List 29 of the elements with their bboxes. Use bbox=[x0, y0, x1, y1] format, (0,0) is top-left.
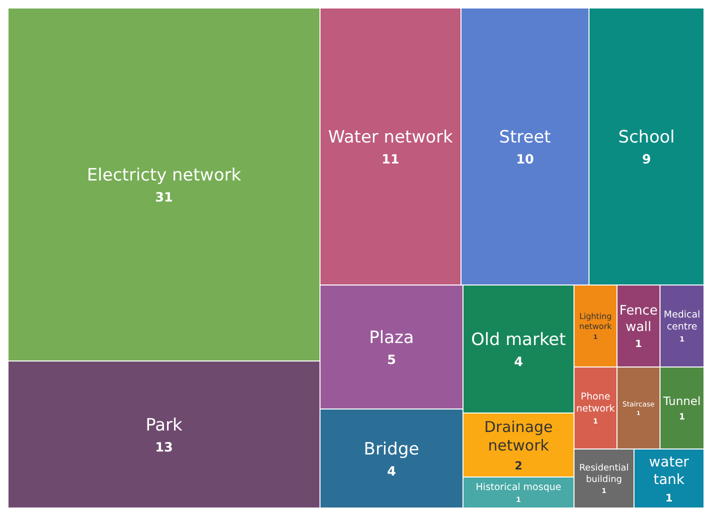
data-label: 2 bbox=[514, 459, 522, 472]
data-label: 1 bbox=[635, 339, 642, 350]
data-label: 10 bbox=[516, 152, 534, 168]
category-label: Water network bbox=[328, 127, 453, 148]
category-label: Park bbox=[146, 415, 183, 436]
category-label: Fence wall bbox=[619, 304, 658, 335]
category-label: Medical centre bbox=[664, 310, 700, 333]
data-label: 11 bbox=[382, 152, 400, 168]
category-label: Electricty network bbox=[86, 165, 242, 186]
category-label: Plaza bbox=[369, 328, 414, 348]
data-label: 9 bbox=[642, 152, 652, 168]
category-label: Drainage network bbox=[484, 418, 553, 455]
category-label: Historical mosque bbox=[476, 482, 562, 494]
data-label: 13 bbox=[155, 440, 173, 456]
category-label: Lighting network bbox=[579, 312, 612, 331]
category-label: Phone network bbox=[576, 392, 616, 415]
data-label: 5 bbox=[387, 353, 396, 368]
data-label: 31 bbox=[155, 190, 173, 206]
category-label: Residential building bbox=[579, 464, 629, 485]
category-label: Street bbox=[499, 127, 552, 148]
category-label: water tank bbox=[649, 454, 690, 488]
data-label: 1 bbox=[665, 492, 673, 504]
data-label: 4 bbox=[387, 464, 396, 480]
category-label: Tunnel bbox=[662, 394, 701, 408]
data-label: 1 bbox=[679, 412, 685, 422]
category-label: School bbox=[618, 127, 675, 148]
category-label: Old market bbox=[471, 330, 566, 350]
category-label: Bridge bbox=[364, 439, 420, 460]
data-label: 4 bbox=[514, 355, 524, 370]
